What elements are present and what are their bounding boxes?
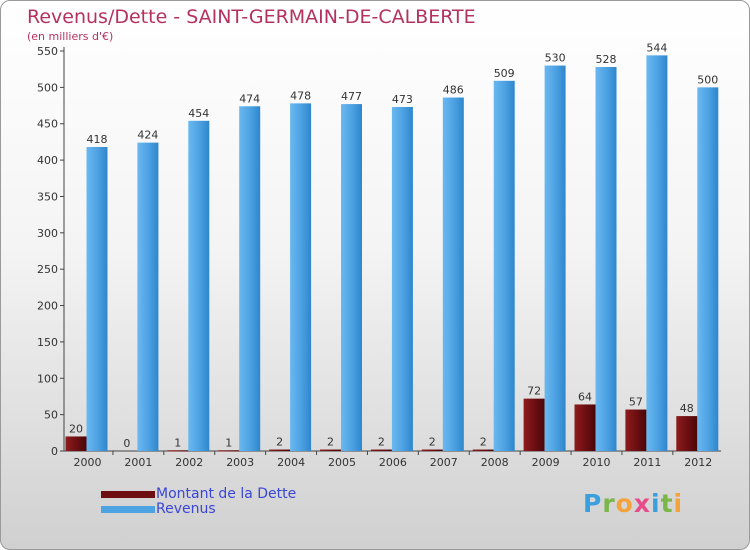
- y-tick-label: 100: [37, 372, 58, 385]
- data-label-revenus: 473: [392, 93, 413, 106]
- data-label-revenus: 424: [137, 129, 158, 142]
- data-label-dette: 64: [578, 390, 592, 403]
- data-label-revenus: 500: [697, 73, 718, 86]
- bar-dette: [625, 409, 647, 451]
- x-tick-label: 2011: [633, 456, 661, 469]
- bar-revenus: [544, 65, 566, 451]
- bar-revenus: [86, 147, 108, 451]
- bar-dette: [472, 449, 494, 451]
- bar-revenus: [442, 97, 464, 451]
- data-label-dette: 2: [276, 436, 283, 449]
- legend-swatch-revenus: [101, 506, 155, 513]
- x-tick-label: 2005: [328, 456, 356, 469]
- x-tick-label: 2008: [481, 456, 509, 469]
- bar-dette: [370, 449, 392, 451]
- y-tick-label: 200: [37, 300, 58, 313]
- data-label-dette: 2: [480, 436, 487, 449]
- data-label-dette: 2: [378, 436, 385, 449]
- bar-revenus: [493, 80, 515, 452]
- bar-revenus: [188, 120, 210, 452]
- data-label-revenus: 544: [646, 41, 667, 54]
- y-tick-label: 450: [37, 118, 58, 131]
- bar-dette: [320, 449, 341, 451]
- data-label-revenus: 509: [494, 67, 515, 80]
- data-label-dette: 1: [174, 436, 181, 449]
- x-tick-label: 2010: [583, 456, 611, 469]
- bar-revenus: [646, 55, 668, 451]
- proxiti-logo: Proxiti: [583, 489, 684, 518]
- data-label-revenus: 478: [290, 89, 311, 102]
- bar-revenus: [341, 104, 362, 451]
- bar-dette: [167, 450, 189, 452]
- x-tick-label: 2001: [124, 456, 152, 469]
- data-label-revenus: 528: [596, 53, 617, 66]
- data-label-revenus: 477: [341, 90, 362, 103]
- legend-label-debt: Montant de la Dette: [156, 486, 297, 502]
- data-label-revenus: 486: [443, 84, 464, 97]
- data-label-revenus: 418: [87, 133, 108, 146]
- y-tick-label: 350: [37, 190, 58, 203]
- data-label-dette: 20: [69, 422, 83, 435]
- bar-dette: [676, 416, 698, 451]
- y-tick-label: 550: [37, 45, 58, 58]
- y-tick-label: 300: [37, 227, 58, 240]
- x-tick-label: 2000: [74, 456, 102, 469]
- chart-subtitle: (en milliers d'€): [27, 30, 114, 43]
- data-label-dette: 72: [527, 385, 541, 398]
- data-label-revenus: 530: [545, 52, 566, 65]
- bar-revenus: [391, 107, 413, 451]
- x-tick-label: 2012: [684, 456, 712, 469]
- bar-revenus: [290, 103, 312, 451]
- bar-dette: [269, 449, 291, 451]
- x-tick-label: 2009: [532, 456, 560, 469]
- data-label-dette: 1: [225, 436, 232, 449]
- bars: [65, 55, 719, 452]
- y-tick-label: 400: [37, 154, 58, 167]
- bar-dette: [523, 398, 545, 451]
- data-label-dette: 48: [680, 402, 694, 415]
- data-labels: 20 418 0 424 1 454 1 474 2 478 2 477 2 473 2 486 2 509 72 5…: [69, 41, 718, 450]
- bar-dette: [218, 450, 240, 452]
- bar-revenus: [137, 142, 159, 452]
- x-tick-label: 2007: [430, 456, 458, 469]
- data-label-dette: 0: [123, 437, 130, 450]
- y-tick-label: 500: [37, 81, 58, 94]
- data-label-dette: 2: [429, 436, 436, 449]
- legend-label-revenus: Revenus: [156, 501, 216, 517]
- bar-dette: [574, 404, 596, 451]
- bar-dette: [65, 436, 87, 451]
- x-tick-label: 2002: [175, 456, 203, 469]
- y-tick-label: 150: [37, 336, 58, 349]
- y-tick-label: 250: [37, 263, 58, 276]
- data-label-dette: 2: [327, 436, 334, 449]
- bar-revenus: [595, 67, 617, 451]
- chart-title: Revenus/Dette - SAINT-GERMAIN-DE-CALBERT…: [27, 6, 476, 28]
- legend-swatch-debt: [101, 491, 155, 498]
- bar-dette: [421, 449, 443, 451]
- x-tick-label: 2004: [277, 456, 305, 469]
- x-tick-label: 2003: [226, 456, 254, 469]
- y-tick-label: 50: [44, 409, 58, 422]
- bar-revenus: [239, 106, 261, 451]
- y-tick-label: 0: [51, 445, 58, 458]
- bar-revenus: [697, 87, 719, 451]
- data-label-dette: 57: [629, 396, 643, 409]
- data-label-revenus: 474: [239, 92, 260, 105]
- data-label-revenus: 454: [188, 107, 209, 120]
- x-tick-label: 2006: [379, 456, 407, 469]
